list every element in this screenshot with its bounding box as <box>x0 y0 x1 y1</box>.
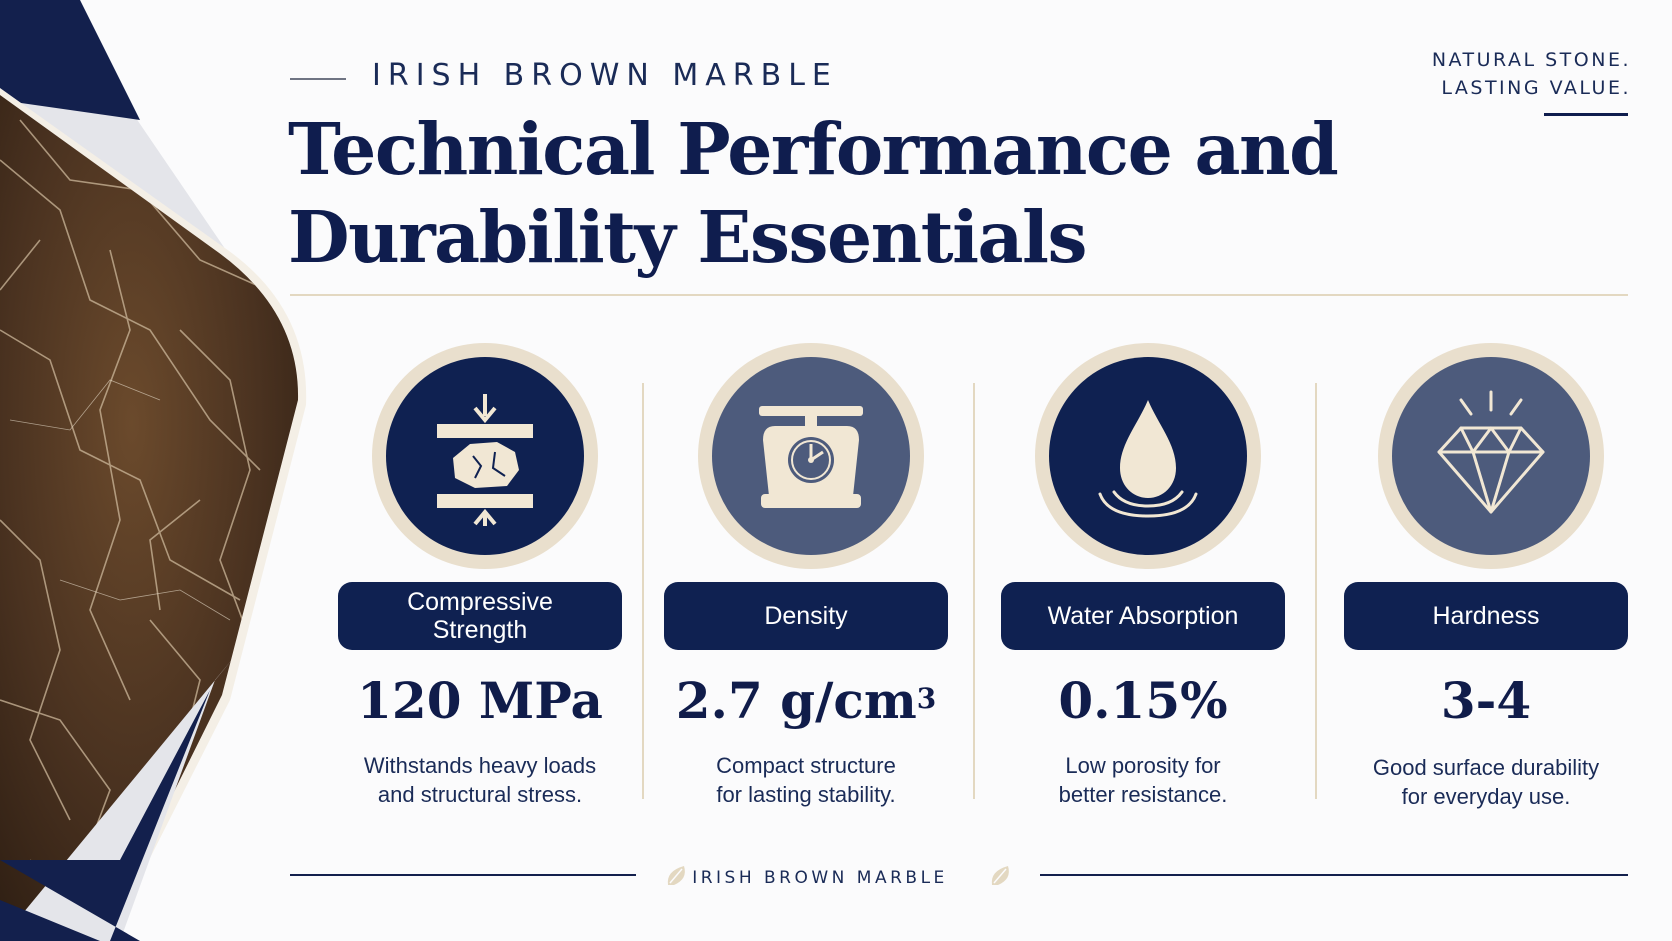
header-divider <box>290 294 1628 296</box>
leaf-icon <box>667 866 685 885</box>
metric-description: Compact structure for lasting stability. <box>716 753 896 807</box>
tagline: NATURAL STONE. LASTING VALUE. <box>1432 46 1631 102</box>
leaf-icon <box>991 866 1009 885</box>
weighing-scale-icon <box>759 406 863 508</box>
footer-rule-left <box>290 874 636 876</box>
footer-rule-right <box>1040 874 1628 876</box>
icon-badge <box>1378 343 1604 569</box>
metric-value: 3-4 <box>1440 671 1532 730</box>
metric-value: 2.7 g/cm3 <box>675 671 937 730</box>
tagline-line-1: NATURAL STONE. <box>1431 49 1631 71</box>
water-drop-icon <box>1098 400 1198 518</box>
metric-label-pill: Hardness <box>1344 582 1628 650</box>
metric-card-density: Density 2.7 g/cm3 Compact structure for l… <box>664 343 954 823</box>
page-title: Technical Performance and Durability Ess… <box>288 105 1339 281</box>
tagline-line-2: LASTING VALUE. <box>1441 77 1631 99</box>
icon-badge <box>698 343 924 569</box>
metric-card-water-absorption: Water Absorption 0.15% Low porosity for b… <box>1001 343 1291 823</box>
diamond-icon <box>1437 390 1545 514</box>
title-line-2: Durability Essentials <box>288 195 1088 279</box>
eyebrow-label: IRISH BROWN MARBLE <box>372 58 838 93</box>
marble-decoration <box>0 0 307 941</box>
column-divider <box>1315 383 1317 799</box>
column-divider <box>973 383 975 799</box>
metric-description: Good surface durability for everyday use. <box>1372 755 1600 809</box>
metric-card-hardness: Hardness 3-4 Good surface durability for … <box>1344 343 1634 823</box>
metric-value: 0.15% <box>1058 671 1228 730</box>
tagline-underline <box>1544 113 1628 116</box>
metric-value: 120 MPa <box>357 671 603 730</box>
eyebrow-rule <box>290 78 346 80</box>
icon-badge <box>1035 343 1261 569</box>
title-line-1: Technical Performance and <box>288 107 1339 191</box>
metric-label-pill: Water Absorption <box>1001 582 1285 650</box>
footer-brand: IRISH BROWN MARBLE <box>692 868 948 888</box>
column-divider <box>642 383 644 799</box>
metric-label-pill: Density <box>664 582 948 650</box>
metric-description: Withstands heavy loads and structural str… <box>363 753 597 807</box>
compression-rock-icon <box>437 394 533 526</box>
metric-card-compressive-strength: Compressive Strength 120 MPa Withstands … <box>338 343 628 823</box>
metric-description: Low porosity for better resistance. <box>1058 753 1228 807</box>
icon-badge <box>372 343 598 569</box>
metric-label-pill: Compressive Strength <box>338 582 622 650</box>
